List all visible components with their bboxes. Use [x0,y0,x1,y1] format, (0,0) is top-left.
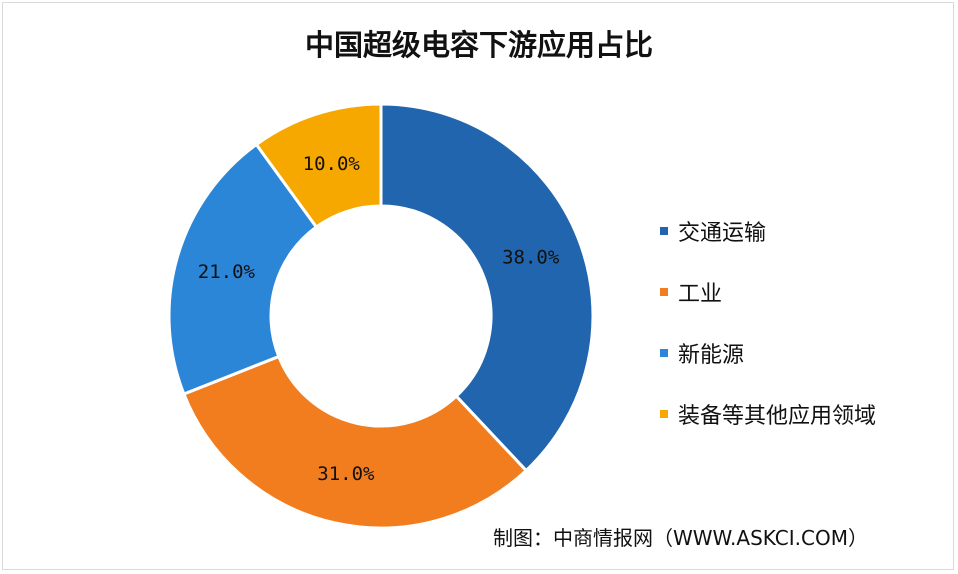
donut-slice-3 [167,142,319,396]
data-label: 31.0% [317,463,375,485]
legend-label: 工业 [678,281,723,307]
legend-swatch [660,409,668,418]
legend: 交通运输工业新能源装备等其他应用领域 [660,200,876,444]
donut-slice-4 [254,102,383,230]
legend-label: 交通运输 [678,220,767,246]
legend-item: 新能源 [660,322,876,383]
chart-title: 中国超级电容下游应用占比 [304,28,653,62]
legend-swatch [660,226,668,235]
source-note: 制图：中商情报网（WWW.ASKCI.COM） [493,526,868,550]
legend-label: 装备等其他应用领域 [678,403,877,429]
legend-item: 工业 [660,261,876,322]
donut-slice-2 [181,354,529,530]
legend-item: 交通运输 [660,200,876,261]
legend-swatch [660,348,668,357]
donut-slice-1 [379,102,595,473]
legend-label: 新能源 [678,342,745,368]
data-label: 10.0% [303,153,361,175]
data-label: 38.0% [502,247,560,269]
legend-swatch [660,287,668,296]
data-label: 21.0% [198,261,256,283]
legend-item: 装备等其他应用领域 [660,383,876,444]
